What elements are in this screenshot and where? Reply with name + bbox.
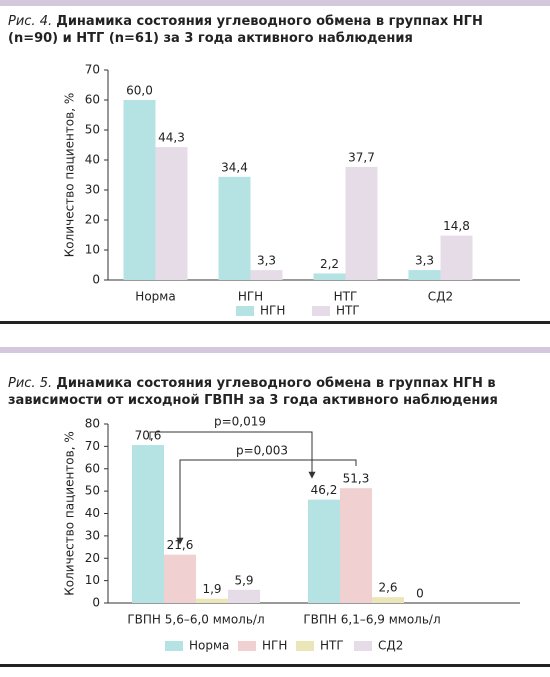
y-tick-label: 10 — [85, 573, 100, 587]
y-axis-label: Количество пациентов, % — [63, 93, 77, 257]
y-tick-label: 30 — [85, 183, 100, 197]
y-axis-label: Количество пациентов, % — [63, 431, 77, 595]
top-band — [0, 347, 550, 353]
figure-label: Рис. 4. — [8, 14, 53, 29]
bar — [250, 270, 283, 280]
y-tick-label: 40 — [85, 153, 100, 167]
rule — [0, 664, 550, 667]
bar — [408, 270, 441, 280]
legend-label: НГН — [262, 639, 287, 653]
legend-swatch — [236, 306, 254, 316]
bar — [155, 147, 188, 280]
value-label: 2,6 — [378, 581, 397, 595]
value-label: 3,3 — [257, 254, 276, 268]
y-tick-label: 0 — [92, 273, 100, 287]
value-label: 46,2 — [311, 483, 338, 497]
value-label: 1,9 — [202, 582, 221, 596]
y-tick-label: 80 — [85, 417, 100, 431]
legend-swatch — [238, 641, 256, 651]
legend-swatch — [354, 641, 372, 651]
arrow — [176, 459, 357, 545]
legend-label: СД2 — [378, 639, 403, 653]
value-label: 51,3 — [343, 472, 370, 486]
bar — [308, 499, 340, 603]
value-label: 60,0 — [126, 84, 153, 98]
annotation: p=0,003 — [236, 444, 288, 458]
y-tick-label: 10 — [85, 243, 100, 257]
x-tick-label: СД2 — [428, 290, 453, 304]
x-tick-label: Норма — [135, 290, 175, 304]
value-label: 14,8 — [443, 219, 470, 233]
bar — [228, 589, 260, 603]
annotation: p=0,019 — [214, 415, 266, 429]
value-label: 5,9 — [234, 573, 253, 587]
y-tick-label: 20 — [85, 213, 100, 227]
title: Динамика состояния углеводного обмена в … — [8, 14, 483, 46]
legend-label: НТГ — [336, 304, 360, 318]
bar — [123, 100, 156, 280]
bar — [132, 445, 164, 603]
y-tick-label: 60 — [85, 461, 100, 475]
y-tick-label: 30 — [85, 528, 100, 542]
bar — [440, 235, 473, 280]
x-tick-label: ГВПН 6,1–6,9 ммоль/л — [303, 613, 440, 627]
value-label: 44,3 — [158, 131, 185, 145]
bar — [345, 166, 378, 280]
legend-label: Норма — [189, 639, 229, 653]
figure-title: Рис. 4. Динамика состояния углеводного о… — [8, 13, 528, 47]
figure-label: Рис. 5. — [8, 376, 53, 391]
legend-label: НГН — [260, 304, 285, 318]
bar — [196, 598, 228, 603]
y-tick-label: 70 — [85, 63, 100, 77]
value-label: 21,6 — [167, 538, 194, 552]
bar — [372, 597, 404, 603]
y-tick-label: 20 — [85, 551, 100, 565]
value-label: 37,7 — [348, 150, 375, 164]
value-label: 70,6 — [135, 429, 162, 443]
y-tick-label: 70 — [85, 439, 100, 453]
value-label: 0 — [416, 587, 424, 601]
bar — [340, 488, 372, 603]
bar — [313, 273, 346, 280]
x-tick-label: НГН — [238, 290, 263, 304]
legend-swatch — [296, 641, 314, 651]
legend-swatch — [312, 306, 330, 316]
bar — [164, 554, 196, 603]
y-tick-label: 40 — [85, 506, 100, 520]
legend-label: НТГ — [320, 639, 344, 653]
rule — [0, 321, 550, 324]
legend-swatch — [165, 641, 183, 651]
figure-title: Рис. 5. Динамика состояния углеводного о… — [8, 375, 528, 409]
title: Динамика состояния углеводного обмена в … — [8, 376, 498, 408]
y-tick-label: 50 — [85, 484, 100, 498]
y-tick-label: 0 — [92, 596, 100, 610]
bar — [218, 176, 251, 280]
value-label: 3,3 — [415, 254, 434, 268]
x-tick-label: НТГ — [334, 290, 358, 304]
arrow — [149, 431, 316, 479]
y-tick-label: 60 — [85, 93, 100, 107]
value-label: 2,2 — [320, 257, 339, 271]
top-band — [0, 0, 550, 6]
x-tick-label: ГВПН 5,6–6,0 ммоль/л — [127, 613, 264, 627]
y-tick-label: 50 — [85, 123, 100, 137]
value-label: 34,4 — [221, 160, 248, 174]
